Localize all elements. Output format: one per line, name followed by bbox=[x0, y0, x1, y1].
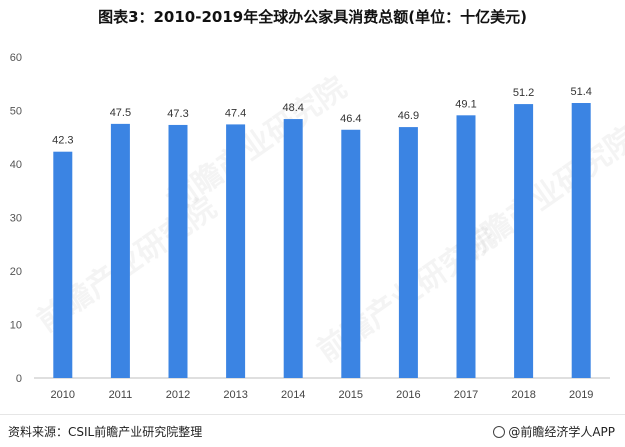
bar bbox=[283, 119, 303, 378]
x-tick-label: 2018 bbox=[511, 389, 535, 401]
x-tick-label: 2012 bbox=[166, 389, 190, 401]
x-tick-label: 2011 bbox=[109, 389, 133, 401]
y-tick-label: 60 bbox=[10, 52, 22, 64]
x-tick-label: 2010 bbox=[51, 389, 75, 401]
bar bbox=[226, 124, 246, 378]
footer: 资料来源：CSIL前瞻产业研究院整理 @前瞻经济学人APP bbox=[0, 414, 625, 447]
y-tick-label: 30 bbox=[10, 213, 22, 225]
data-label: 49.1 bbox=[455, 98, 476, 110]
y-tick-label: 10 bbox=[10, 320, 22, 332]
bar bbox=[168, 124, 188, 378]
brand-label: @前瞻经济学人APP bbox=[508, 425, 615, 439]
data-label: 48.4 bbox=[282, 102, 303, 114]
x-tick-label: 2014 bbox=[281, 389, 305, 401]
bar-chart: 0 10 20 30 40 50 60 42.3 2010 47.5 2011 47.3 2012 47.… bbox=[10, 52, 610, 401]
data-label: 51.2 bbox=[513, 87, 534, 99]
y-tick-label: 50 bbox=[10, 106, 22, 118]
data-label: 47.5 bbox=[110, 107, 131, 119]
x-tick-label: 2013 bbox=[223, 389, 247, 401]
bar bbox=[110, 123, 130, 378]
data-label: 42.3 bbox=[52, 135, 73, 147]
x-tick-label: 2019 bbox=[569, 389, 593, 401]
y-tick-label: 40 bbox=[10, 159, 22, 171]
bar bbox=[514, 104, 534, 378]
brand-credit: @前瞻经济学人APP bbox=[493, 423, 615, 440]
bar bbox=[53, 151, 73, 378]
chart-title: 图表3：2010-2019年全球办公家具消费总额(单位：十亿美元) bbox=[98, 8, 527, 26]
bar bbox=[571, 103, 591, 378]
bar bbox=[341, 129, 361, 378]
brand-logo-icon bbox=[493, 426, 506, 438]
source-note: 资料来源：CSIL前瞻产业研究院整理 bbox=[8, 425, 203, 439]
y-tick-label: 20 bbox=[10, 266, 22, 278]
x-tick-label: 2017 bbox=[454, 389, 478, 401]
data-label: 47.4 bbox=[225, 107, 246, 119]
data-label: 51.4 bbox=[570, 86, 591, 98]
x-tick-label: 2015 bbox=[339, 389, 363, 401]
bar bbox=[456, 115, 476, 378]
data-label: 47.3 bbox=[167, 108, 188, 120]
data-label: 46.9 bbox=[398, 110, 419, 122]
x-tick-label: 2016 bbox=[396, 389, 420, 401]
y-tick-label: 0 bbox=[16, 373, 22, 385]
data-label: 46.4 bbox=[340, 113, 361, 125]
bar bbox=[398, 127, 418, 379]
